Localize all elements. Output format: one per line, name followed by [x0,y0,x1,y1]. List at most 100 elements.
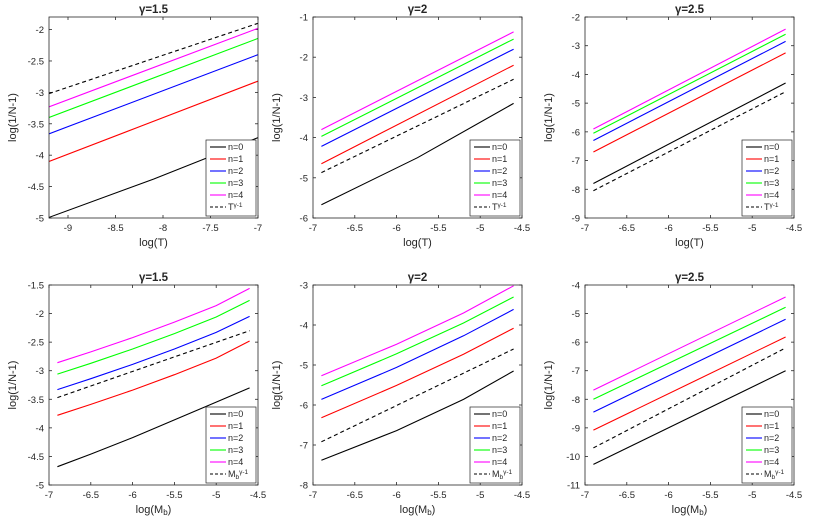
y-tick-label: -2 [36,309,44,320]
y-tick-label: -3 [36,366,44,377]
legend-label: n=2 [764,433,779,443]
x-tick-label: -9 [64,223,72,234]
x-tick-label: -6.5 [347,490,363,501]
y-axis-label: log(1/N-1) [271,93,283,142]
x-tick-label: -5 [748,223,756,234]
series-line-n0 [57,387,250,468]
chart-title: γ=2.5 [675,4,705,16]
series-line-reference [593,91,786,192]
axes-box [312,284,523,486]
x-tick-label: -7 [254,223,262,234]
x-tick-label: -7 [309,223,317,234]
y-tick-label: -4 [572,70,580,81]
series-line-reference [49,22,258,95]
series-group [321,285,514,461]
series-group [49,22,258,218]
y-tick-label: -7 [572,156,580,167]
series-line-n3 [593,33,786,134]
legend-label: n=4 [492,457,507,467]
y-tick-label: -3 [300,281,308,292]
y-axis-label: log(1/N-1) [7,361,19,410]
series-line-n4 [321,285,514,377]
y-tick-label: -4 [36,151,44,162]
series-line-n2 [321,308,514,400]
legend-label: n=1 [228,154,243,164]
y-tick-label: -1.5 [28,281,44,292]
legend-box [469,139,521,217]
y-tick-label: -4 [300,321,308,332]
y-axis-label: log(1/N-1) [543,93,555,142]
chart-panel-4: -7 -6.5 -6 -5.5 -5 -4.5 -5 -4.5 -4 -3.5 -3 -2.5 -2 -1… [7,272,266,517]
series-line-n4 [593,296,786,391]
x-tick-label: -5.5 [430,223,446,234]
legend-label: n=1 [492,421,507,431]
chart-title: γ=2.5 [675,272,705,284]
series-line-n4 [321,31,514,131]
x-tick-label: -7.5 [202,223,218,234]
series-line-n2 [57,315,250,391]
x-tick-label: -4.5 [514,490,530,501]
series-line-n2 [321,48,514,147]
y-tick-label: -6 [572,338,580,349]
legend-label: n=3 [228,178,243,188]
x-tick-label: -4.5 [514,223,530,234]
chart-panel-6: -7 -6.5 -6 -5.5 -5 -4.5 -11 -10 -9 -8 -7 -6 -5 -4 γ=2.… [543,272,802,517]
y-tick-label: -2.5 [28,56,44,67]
y-tick-label: -2 [36,25,44,36]
legend-label: n=1 [764,154,779,164]
y-tick-label: -11 [567,481,580,492]
legend-label: Mbγ-1 [492,469,513,481]
y-tick-label: -9 [572,214,580,225]
x-tick-label: -4.5 [250,490,266,501]
legend-label: n=1 [764,421,779,431]
series-line-n0 [593,82,786,184]
series-line-n3 [57,299,250,375]
legend-label: Mbγ-1 [228,469,249,481]
legend-label: n=0 [228,142,243,152]
legend-label: n=0 [764,142,779,152]
y-tick-label: -9 [572,423,580,434]
y-axis-label: log(1/N-1) [7,93,19,142]
legend: n=0 n=1 n=2 n=3 n=4 Tγ-1 [469,139,521,217]
x-tick-label: -5.5 [430,490,446,501]
x-tick-label: -6 [128,490,136,501]
chart-panel-1: -9 -8.5 -8 -7.5 -7 -5 -4.5 -4 -3.5 -3 -2.5 -2 γ=1.5 l… [7,4,262,249]
axes-box [584,284,795,486]
legend-label: n=4 [228,457,243,467]
axes-box [48,284,259,486]
legend-label: n=2 [492,166,507,176]
legend-label: n=0 [228,409,243,419]
y-tick-label: -7 [300,441,308,452]
legend-label: n=2 [228,166,243,176]
y-axis-label: log(1/N-1) [543,361,555,410]
legend: n=0 n=1 n=2 n=3 n=4 Mbγ-1 [741,406,793,484]
y-tick-label: -4.5 [28,452,44,463]
x-axis-label: log(T) [675,237,704,249]
legend-label: n=1 [492,154,507,164]
chart-title: γ=2 [408,272,428,284]
x-tick-label: -7 [309,490,317,501]
y-tick-label: -10 [566,452,580,463]
x-tick-label: -5 [748,490,756,501]
legend-label: n=4 [492,190,507,200]
y-tick-label: -6 [300,401,308,412]
series-group [593,28,786,192]
legend-label: n=0 [492,409,507,419]
legend-box [205,406,257,484]
axes-box [584,16,795,219]
series-line-n0 [321,102,514,206]
legend-label: n=3 [492,445,507,455]
x-tick-label: -6.5 [619,490,635,501]
series-line-reference [57,330,250,399]
legend-label: Tγ-1 [228,202,243,212]
series-line-n3 [593,306,786,400]
series-line-n1 [321,327,514,419]
series-line-reference [593,347,786,449]
x-tick-label: -6 [392,490,400,501]
legend-box [741,139,793,217]
y-tick-label: -3.5 [28,395,44,406]
chart-panel-2: -7 -6.5 -6 -5.5 -5 -4.5 -6 -5 -4 -3 -2 -1 γ=2 log(T) l… [271,4,530,249]
x-axis-label: log(T) [403,237,432,249]
y-tick-label: -5 [300,361,308,372]
series-line-n1 [49,80,258,163]
